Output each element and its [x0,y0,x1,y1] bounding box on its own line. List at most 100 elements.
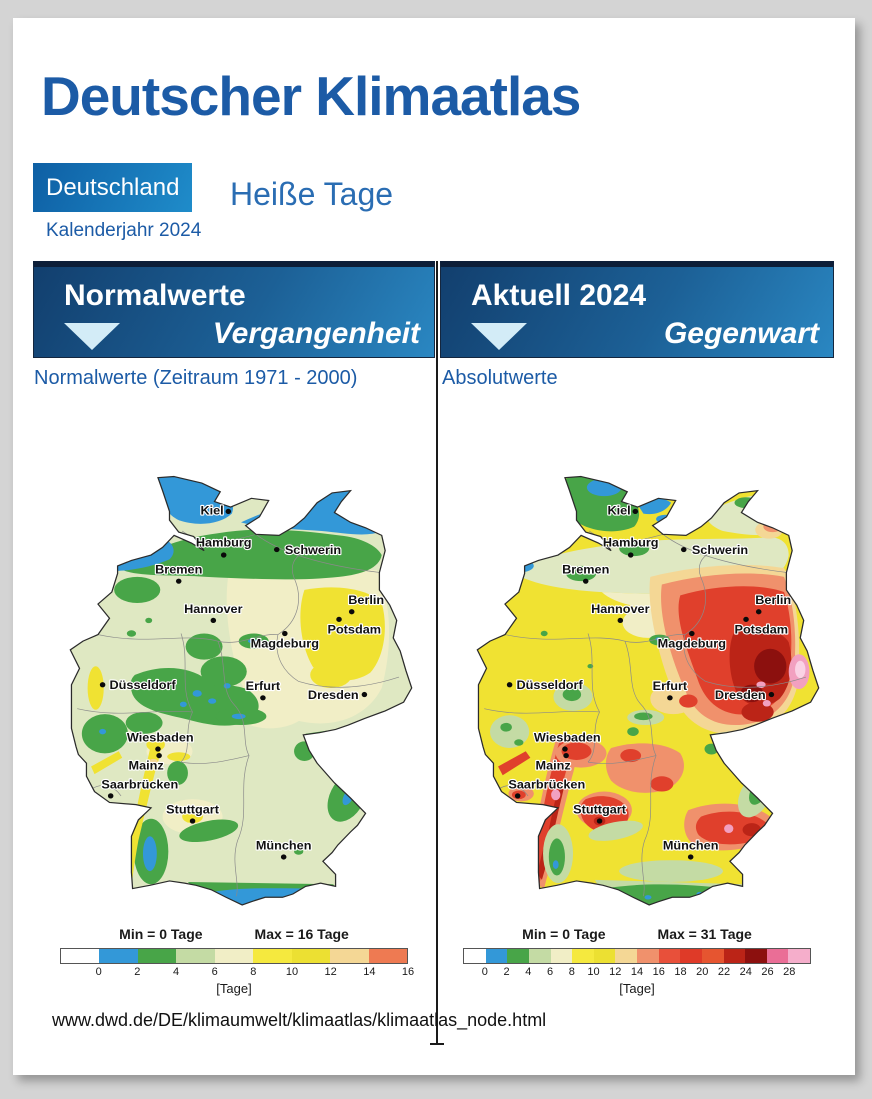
city-marker-hamburg [627,552,634,558]
legend-min-label: Min = 0 Tage [522,926,606,942]
legend-color-segment [701,949,724,963]
present-caption: Absolutwerte [442,367,558,389]
legend-tick-label: 2 [134,966,141,978]
legend-color-segment [745,949,767,963]
city-marker-potsdam [336,616,342,622]
dropdown-arrow-icon[interactable] [471,323,527,350]
city-label-mainz: Mainz [536,759,571,773]
city-marker-wiesbaden [155,746,161,752]
legend-color-segment [615,949,637,963]
city-label-duesseldorf: Düsseldorf [110,678,177,692]
city-label-hamburg: Hamburg [603,536,659,550]
legend-tick-label: 10 [587,966,600,978]
city-label-muenchen: München [663,839,719,853]
city-label-mainz: Mainz [129,759,164,773]
legend-color-segment [572,949,594,963]
period-label: Kalenderjahr 2024 [46,220,202,241]
present-panel-header[interactable]: Aktuell 2024 Gegenwart [440,261,834,358]
legend-tick-label: 16 [401,966,415,978]
legend-tick-label: 22 [717,966,731,978]
page-title: Deutscher Klimaatlas [41,65,581,127]
legend-tick-label: 24 [739,966,752,978]
city-label-bremen: Bremen [155,563,202,577]
dropdown-arrow-icon[interactable] [64,323,120,350]
legend-tick-label: 8 [568,966,575,978]
legend-min-label: Min = 0 Tage [119,926,203,942]
past-tagline: Vergangenheit [212,317,420,350]
region-select-label: Deutschland [46,173,180,201]
city-label-saarbruecken: Saarbrücken [101,778,178,792]
city-label-saarbruecken: Saarbrücken [508,778,585,792]
present-header-label: Aktuell 2024 [471,279,647,312]
city-marker-dresden [768,691,775,698]
city-marker-potsdam [743,616,749,622]
legend-tick-label: 26 [761,966,774,978]
city-label-potsdam: Potsdam [328,623,382,637]
past-panel-header[interactable]: Normalwerte Vergangenheit [33,261,435,358]
page-card: Deutscher Klimaatlas Deutschland Heiße T… [13,18,855,1075]
legend-color-segment [766,949,789,963]
legend-tick-label: 4 [172,966,180,978]
city-label-bremen: Bremen [562,563,609,577]
legend-tick-label: 10 [285,966,299,978]
city-label-dresden: Dresden [308,688,359,702]
legend-colorbar [463,948,811,964]
legend-color-segment [528,949,551,963]
city-marker-wiesbaden [562,746,568,752]
topic-title: Heiße Tage [230,176,394,212]
city-marker-hannover [617,617,624,624]
city-marker-mainz [563,752,569,759]
city-marker-schwerin [273,546,280,553]
legend-minmax: Min = 0 Tage Max = 31 Tage [436,926,838,942]
city-label-potsdam: Potsdam [735,623,789,637]
city-marker-erfurt [260,695,266,701]
city-label-magdeburg: Magdeburg [251,637,319,651]
city-label-kiel: Kiel [607,504,630,518]
legend-tick-label: 2 [503,966,510,978]
city-marker-berlin [348,609,355,615]
city-marker-stuttgart [189,818,196,824]
map-germany-normal-values: Kiel Hamburg Schwerin Bremen Hannover Be… [69,475,413,906]
city-label-berlin: Berlin [348,593,384,607]
legend-color-segment [214,949,254,963]
city-label-duesseldorf: Düsseldorf [517,678,584,692]
legend-tick-label: 6 [546,966,554,978]
city-marker-muenchen [687,854,694,860]
legend-tick-label: 0 [95,966,102,978]
city-marker-magdeburg [689,630,695,637]
city-marker-bremen [582,578,589,584]
legend-tick-label: 4 [525,966,532,978]
city-label-berlin: Berlin [755,593,791,607]
city-label-wiesbaden: Wiesbaden [127,731,194,745]
region-select-button[interactable]: Deutschland [33,163,192,212]
legend-colorbar [60,948,408,964]
city-label-erfurt: Erfurt [653,679,687,693]
city-marker-hannover [210,617,217,624]
city-label-stuttgart: Stuttgart [573,803,626,817]
legend-color-segment [507,949,529,963]
legend-tick-label: 0 [481,966,488,978]
city-marker-duesseldorf [99,682,106,688]
city-label-stuttgart: Stuttgart [166,803,219,817]
legend-max-label: Max = 16 Tage [254,926,349,942]
panel-divider-foot [430,1043,444,1045]
legend-color-segment [464,949,486,963]
legend-color-segment [291,949,331,963]
city-marker-berlin [755,609,762,615]
legend-tick-label: 20 [696,966,709,978]
legend-tick-label: 14 [630,966,644,978]
city-label-wiesbaden: Wiesbaden [534,731,601,745]
city-markers: Kiel Hamburg Schwerin Bremen Hannover Be… [506,503,792,860]
city-marker-saarbruecken [107,793,114,799]
legend-normal-values: Min = 0 Tage Max = 16 Tage 0 2 4 6 8 10 12 14 16… [33,926,435,996]
legend-color-segment [593,949,616,963]
city-marker-schwerin [680,546,687,553]
legend-color-segment [485,949,508,963]
city-label-muenchen: München [256,839,312,853]
city-label-erfurt: Erfurt [246,679,280,693]
city-marker-muenchen [280,854,287,860]
city-marker-kiel [225,508,232,515]
legend-tick-label: 8 [250,966,257,978]
legend-tick-label: 14 [363,966,376,978]
